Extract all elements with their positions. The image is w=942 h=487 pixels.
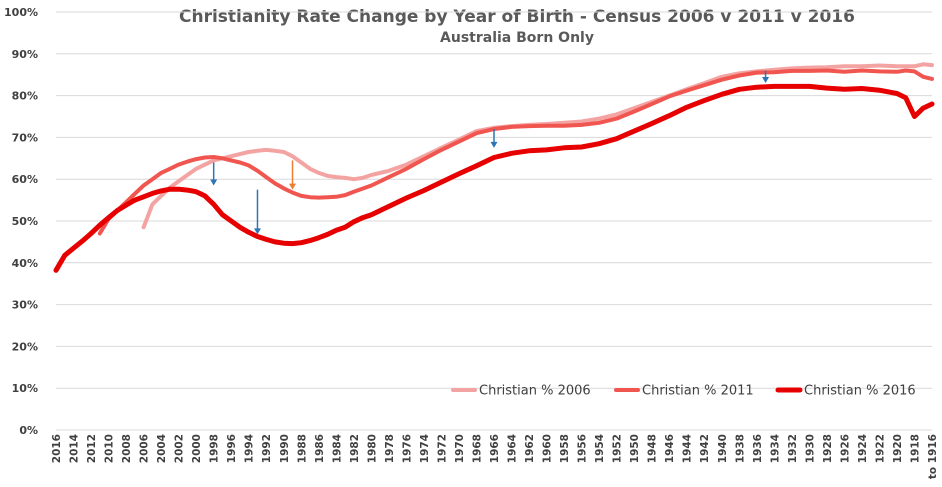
annotation-arrow-3 — [289, 160, 297, 190]
x-tick-label: 1978 — [384, 434, 396, 463]
x-tick-label: 1952 — [612, 434, 624, 463]
x-tick-label: 1966 — [489, 434, 501, 463]
y-tick-label: 20% — [12, 340, 38, 353]
x-tick-label: 1988 — [296, 434, 308, 463]
x-tick-label: 1996 — [226, 434, 238, 463]
series-line-2 — [97, 68, 934, 236]
x-tick-label: 1950 — [629, 434, 641, 463]
x-tick-label: 1936 — [752, 434, 764, 463]
x-tick-label: 1984 — [331, 434, 343, 463]
x-tick-label: 1968 — [471, 434, 483, 463]
x-tick-label: 1994 — [244, 434, 256, 463]
y-tick-label: 50% — [12, 215, 38, 228]
chart-title: Christianity Rate Change by Year of Birt… — [179, 7, 855, 27]
y-tick-label: 40% — [12, 257, 38, 270]
x-tick-label: 1986 — [314, 434, 326, 463]
y-tick-label: 90% — [12, 48, 38, 61]
y-tick-label: 80% — [12, 90, 38, 103]
x-tick-label: 1948 — [647, 434, 659, 463]
x-tick-label: 1938 — [734, 434, 746, 463]
x-tick-label: 1998 — [209, 434, 221, 463]
x-tick-label: 1974 — [419, 434, 431, 463]
annotation-arrow-4 — [490, 129, 498, 148]
x-tick-label: 1964 — [507, 434, 519, 463]
x-tick-label: 1926 — [839, 434, 851, 463]
annotation-arrow-5 — [762, 70, 770, 84]
y-tick-label: 100% — [4, 6, 38, 19]
y-tick-label: 60% — [12, 173, 38, 186]
x-tick-label: 2014 — [69, 434, 81, 463]
y-tick-label: 30% — [12, 299, 38, 312]
y-tick-label: 0% — [19, 424, 38, 437]
y-tick-label: 70% — [12, 131, 38, 144]
x-tick-label: 1924 — [857, 434, 869, 463]
x-tick-label: 1970 — [454, 434, 466, 463]
chart-subtitle: Australia Born Only — [440, 30, 594, 46]
x-tick-label: 1940 — [717, 434, 729, 463]
x-tick-label: 1918 — [909, 434, 921, 463]
x-tick-label: 1962 — [524, 434, 536, 463]
x-tick-label: 1982 — [349, 434, 361, 463]
legend-item-2: Christian % 2011 — [614, 384, 754, 399]
x-tick-label: 1976 — [401, 434, 413, 463]
x-tick-label: 1932 — [787, 434, 799, 463]
x-tick-label: 1958 — [559, 434, 571, 463]
x-tick-label: 1946 — [664, 434, 676, 463]
x-tick-label: 1942 — [699, 434, 711, 463]
x-tick-label: 1980 — [366, 434, 378, 463]
x-tick-label: 2012 — [86, 434, 98, 463]
x-tick-label: 1944 — [682, 434, 694, 463]
x-tick-label: 1956 — [577, 434, 589, 463]
x-tick-label: 2004 — [156, 434, 168, 463]
x-tick-label: 1922 — [874, 434, 886, 463]
x-axis: 2016 2014 2012 2010 2008 2006 2004 2002 2000 1998… — [51, 434, 939, 479]
x-tick-label: 1990 — [279, 434, 291, 463]
x-tick-label: 1920 — [892, 434, 904, 463]
x-tick-label: 2016 — [51, 434, 63, 463]
x-tick-label: 2002 — [174, 434, 186, 463]
legend-label: Christian % 2006 — [479, 384, 591, 399]
x-tick-label: 1972 — [436, 434, 448, 463]
x-tick-label: 1930 — [804, 434, 816, 463]
series-line-1 — [141, 62, 934, 230]
x-tick-label: 1928 — [822, 434, 834, 463]
x-tick-label: 2006 — [139, 434, 151, 463]
x-tick-label: 2008 — [121, 434, 133, 463]
annotation-arrow-2 — [253, 189, 261, 235]
series-lines — [53, 62, 935, 273]
legend-label: Christian % 2016 — [804, 384, 916, 399]
x-tick-label: 1960 — [542, 434, 554, 463]
legend-item-1: Christian % 2006 — [451, 384, 591, 399]
grid — [56, 11, 932, 431]
y-tick-label: 10% — [12, 382, 38, 395]
y-axis: 0% 10% 20% 30% 40% 50% 60% 70% 80% 90% 100% — [4, 6, 38, 437]
x-tick-label: 1992 — [261, 434, 273, 463]
x-tick-label: 2000 — [191, 434, 203, 463]
legend: Christian % 2006 Christian % 2011 Christia… — [451, 384, 916, 399]
x-tick-label: 1934 — [769, 434, 781, 463]
x-tick-label: 2010 — [104, 434, 116, 463]
legend-item-3: Christian % 2016 — [775, 384, 916, 399]
legend-label: Christian % 2011 — [642, 384, 754, 399]
annotation-arrow-1 — [210, 162, 218, 186]
annotations — [210, 70, 770, 235]
x-tick-label: 1954 — [594, 434, 606, 463]
x-tick-label: to 1916 — [927, 434, 939, 479]
series-line-3 — [53, 83, 935, 273]
